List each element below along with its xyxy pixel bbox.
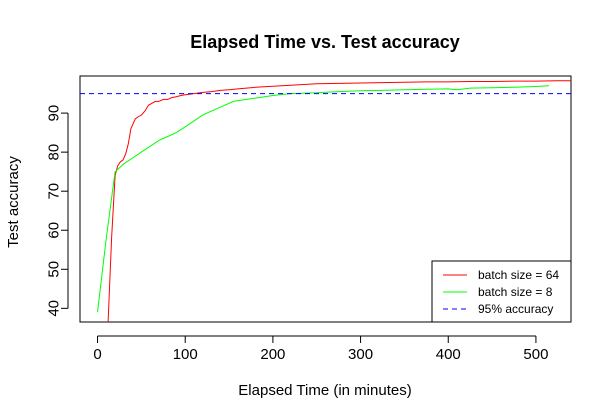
legend-entry-3: 95% accuracy — [478, 302, 553, 316]
x-tick-label: 400 — [436, 346, 461, 363]
x-tick-label: 0 — [93, 346, 101, 363]
y-tick-label: 60 — [46, 222, 63, 239]
series-line-1 — [107, 80, 571, 322]
series-line-2 — [97, 85, 550, 313]
y-tick-label: 50 — [46, 261, 63, 278]
x-tick-label: 300 — [348, 346, 373, 363]
y-tick-label: 90 — [46, 105, 63, 122]
y-axis-title: Test accuracy — [5, 156, 22, 248]
x-tick-label: 200 — [260, 346, 285, 363]
x-tick-label: 100 — [173, 346, 198, 363]
plot-frame — [79, 75, 572, 323]
legend-entry-1: batch size = 64 — [478, 268, 559, 282]
x-tick-label: 500 — [523, 346, 548, 363]
y-tick-label: 80 — [46, 144, 63, 161]
chart-title: Elapsed Time vs. Test accuracy — [190, 32, 459, 52]
legend-entry-2: batch size = 8 — [478, 285, 553, 299]
y-tick-label: 70 — [46, 183, 63, 200]
x-axis-title: Elapsed Time (in minutes) — [238, 382, 411, 399]
y-tick-label: 40 — [46, 300, 63, 317]
